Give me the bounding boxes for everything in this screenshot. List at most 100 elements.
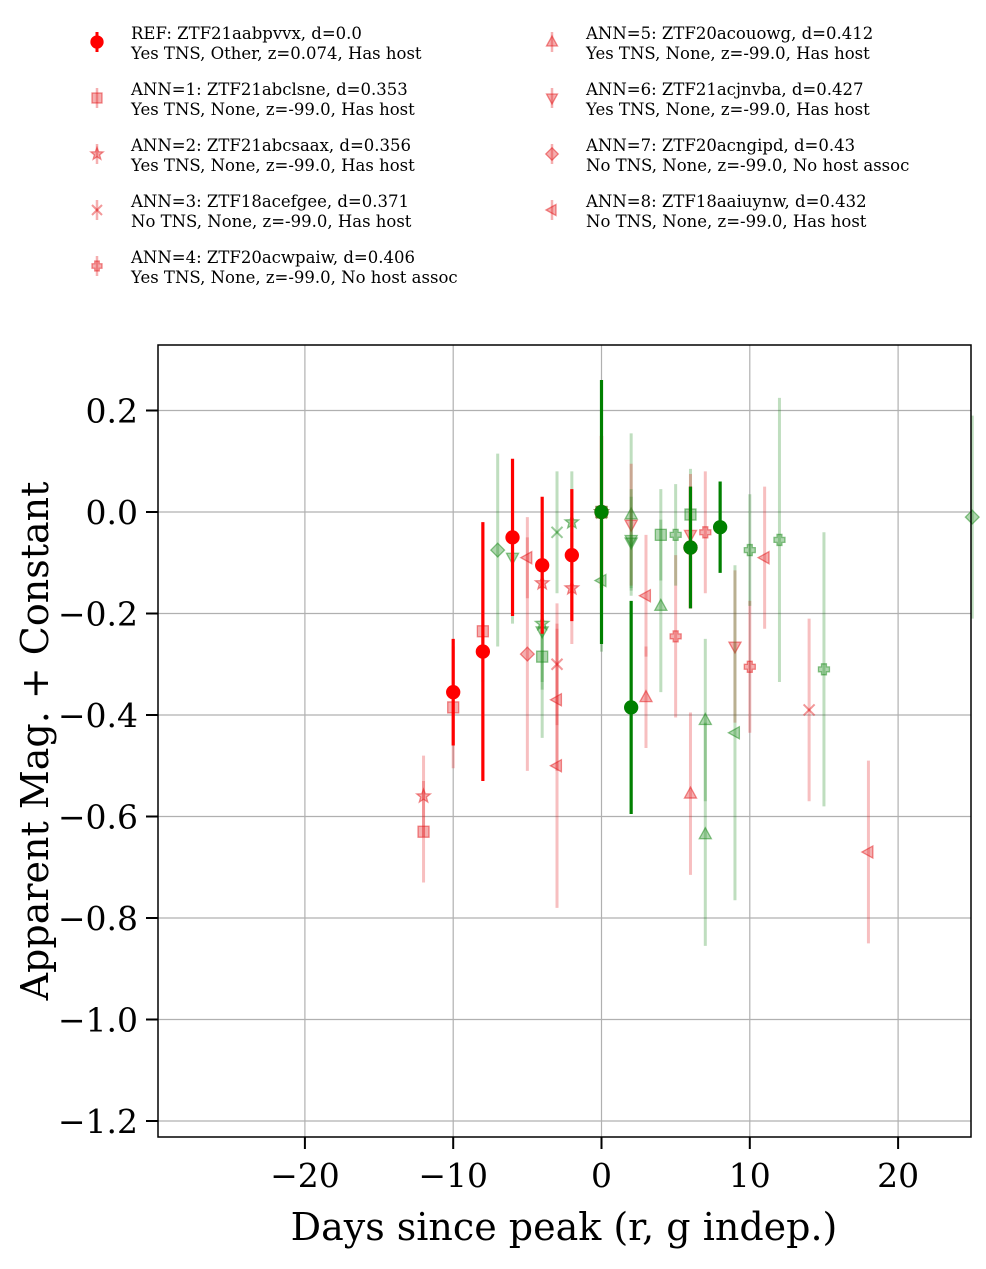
ann-point <box>549 692 563 707</box>
legend-series-detail: No TNS, None, z=-99.0, Has host <box>586 212 867 231</box>
grid-lines <box>158 345 971 1137</box>
ref-point <box>475 644 491 659</box>
legend-marker <box>545 93 559 106</box>
legend-marker <box>544 146 560 162</box>
y-axis-label: Apparent Mag. + Constant <box>13 482 57 1002</box>
legend-series-detail: Yes TNS, None, z=-99.0, Has host <box>131 156 415 175</box>
ann-point <box>519 550 533 565</box>
legend-series-detail: No TNS, None, z=-99.0, No host assoc <box>586 156 910 175</box>
legend-marker-icon <box>91 200 103 220</box>
ann-point <box>669 630 682 643</box>
ann-point <box>698 712 713 726</box>
legend-marker-icon <box>545 32 559 52</box>
legend-marker-icon <box>91 256 103 276</box>
y-tick-label: −0.8 <box>58 899 138 938</box>
y-tick-label: −0.2 <box>58 595 138 634</box>
ann-point <box>536 650 549 663</box>
legend-marker <box>545 34 559 47</box>
ann-point <box>638 588 652 603</box>
legend-item: ANN=7: ZTF20acngipd, d=0.43 No TNS, None,… <box>540 136 980 186</box>
ref-point <box>712 520 728 535</box>
ann-point <box>624 519 639 533</box>
legend-item: REF: ZTF21aabpvvx, d=0.0 Yes TNS, Other, … <box>85 24 525 74</box>
ann-point <box>860 844 874 860</box>
x-tick-label: −20 <box>270 1156 340 1195</box>
ann-point <box>727 641 743 655</box>
legend-series-detail: Yes TNS, None, z=-99.0, Has host <box>131 100 415 119</box>
legend-item: ANN=2: ZTF21abcsaax, d=0.356 Yes TNS, Non… <box>85 136 525 186</box>
axis-ticks: −20 −10 0 10 20 0.2 0.0 −0.2 −0.4 −0.6 −0.8 −1.0 −1.… <box>58 392 919 1196</box>
ann-point <box>773 533 786 547</box>
ref-point <box>594 504 609 520</box>
legend-marker-icon <box>545 88 559 108</box>
plot-frame <box>157 344 972 1138</box>
ann-point <box>654 528 667 541</box>
ann-point <box>683 785 698 799</box>
ann-point <box>756 550 770 565</box>
ann-point <box>417 825 430 838</box>
ann-point <box>669 528 682 541</box>
legend-marker <box>91 92 103 104</box>
legend-series-detail: No TNS, None, z=-99.0, Has host <box>131 212 412 231</box>
legend-series-detail: Yes TNS, None, z=-99.0, Has host <box>586 44 870 63</box>
legend-series-name: REF: ZTF21aabpvvx, d=0.0 <box>131 24 362 43</box>
legend-marker-icon <box>544 200 557 220</box>
legend-marker <box>91 204 103 216</box>
ann-point <box>699 526 712 539</box>
legend-marker <box>90 35 104 49</box>
ann-point <box>550 658 564 671</box>
legend-item: ANN=5: ZTF20acouowg, d=0.412 Yes TNS, Non… <box>540 24 980 74</box>
legend-series-detail: Yes TNS, Other, z=0.074, Has host <box>131 44 422 63</box>
legend-series-name: ANN=2: ZTF21abcsaax, d=0.356 <box>131 136 412 155</box>
ann-point <box>817 663 831 676</box>
ann-point <box>802 703 816 717</box>
ann-point <box>550 526 564 539</box>
legend-marker <box>89 145 105 161</box>
y-tick-label: −1.2 <box>58 1102 138 1141</box>
legend-item: ANN=1: ZTF21abclsne, d=0.353 Yes TNS, Non… <box>85 80 525 130</box>
legend-marker-icon <box>544 144 560 164</box>
y-tick-label: −0.4 <box>58 696 138 735</box>
x-tick-label: 0 <box>591 1156 612 1195</box>
y-tick-label: 0.2 <box>86 392 138 431</box>
legend-marker-icon <box>91 88 103 108</box>
legend-series-name: ANN=4: ZTF20acwpaiw, d=0.406 <box>131 248 415 267</box>
legend-marker <box>91 260 103 272</box>
legend-series-name: ANN=6: ZTF21acjnvba, d=0.427 <box>586 80 864 99</box>
ref-point <box>446 685 461 700</box>
ann-point <box>624 537 639 551</box>
legend: REF: ZTF21aabpvvx, d=0.0 Yes TNS, Other, … <box>0 0 986 320</box>
x-axis-label: Days since peak (r, g indep.) <box>291 1205 838 1249</box>
data-points <box>414 380 981 946</box>
ann-point <box>549 758 563 773</box>
ann-point <box>638 689 654 703</box>
x-tick-label: −10 <box>418 1156 488 1195</box>
ann-point <box>489 542 506 558</box>
legend-series-name: ANN=3: ZTF18acefgee, d=0.371 <box>131 192 409 211</box>
legend-series-name: ANN=7: ZTF20acngipd, d=0.43 <box>586 136 856 155</box>
y-tick-label: 0.0 <box>86 493 138 532</box>
ref-point <box>535 558 550 573</box>
legend-item: ANN=3: ZTF18acefgee, d=0.371 No TNS, None… <box>85 192 525 242</box>
y-tick-label: −1.0 <box>58 1001 138 1040</box>
x-tick-label: 20 <box>877 1156 919 1195</box>
legend-marker <box>544 203 557 217</box>
legend-item: ANN=6: ZTF21acjnvba, d=0.427 Yes TNS, Non… <box>540 80 980 130</box>
legend-series-detail: Yes TNS, None, z=-99.0, No host assoc <box>131 268 458 287</box>
legend-series-name: ANN=1: ZTF21abclsne, d=0.353 <box>131 80 408 99</box>
ref-point <box>683 540 698 555</box>
ref-point <box>505 530 520 545</box>
ref-point <box>564 547 579 563</box>
ann-point <box>964 509 981 525</box>
legend-item: ANN=4: ZTF20acwpaiw, d=0.406 Yes TNS, Non… <box>85 248 525 298</box>
ann-point <box>519 646 536 662</box>
ann-point <box>624 506 639 520</box>
legend-series-name: ANN=8: ZTF18aaiuynw, d=0.432 <box>586 192 867 211</box>
legend-marker-icon <box>89 144 105 164</box>
ann-point <box>414 787 433 804</box>
ann-point <box>727 725 741 740</box>
legend-marker-icon <box>90 32 104 52</box>
ann-point <box>698 826 713 840</box>
legend-item: ANN=8: ZTF18aaiuynw, d=0.432 No TNS, None… <box>540 192 980 242</box>
chart: −20 −10 0 10 20 0.2 0.0 −0.2 −0.4 −0.6 −0.8 −1.0 −1.… <box>13 344 981 1249</box>
